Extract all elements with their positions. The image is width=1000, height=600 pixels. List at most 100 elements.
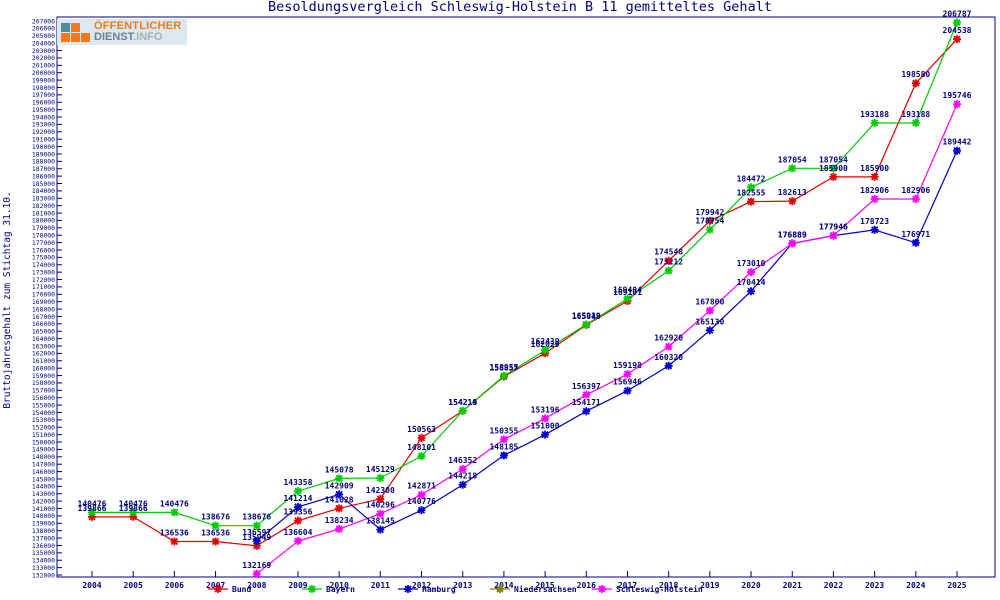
svg-text:2016: 2016 bbox=[577, 581, 596, 590]
svg-text:Bund: Bund bbox=[232, 585, 251, 594]
svg-text:195746: 195746 bbox=[943, 91, 972, 100]
svg-text:161000: 161000 bbox=[32, 357, 55, 365]
svg-text:154000: 154000 bbox=[32, 409, 55, 417]
svg-text:140476: 140476 bbox=[78, 499, 107, 508]
svg-text:200000: 200000 bbox=[32, 69, 55, 77]
svg-text:2014: 2014 bbox=[494, 581, 513, 590]
svg-text:2005: 2005 bbox=[124, 581, 143, 590]
svg-text:135949: 135949 bbox=[242, 533, 271, 542]
svg-text:198580: 198580 bbox=[901, 70, 930, 79]
svg-text:143358: 143358 bbox=[283, 478, 312, 487]
svg-text:173212: 173212 bbox=[654, 258, 683, 267]
svg-text:150355: 150355 bbox=[489, 426, 518, 435]
svg-text:178000: 178000 bbox=[32, 232, 55, 240]
logo-text-line1: ÖFFENTLICHER bbox=[94, 20, 182, 32]
svg-text:2011: 2011 bbox=[371, 581, 390, 590]
svg-text:170414: 170414 bbox=[737, 278, 766, 287]
svg-text:191000: 191000 bbox=[32, 135, 55, 143]
svg-text:184000: 184000 bbox=[32, 187, 55, 195]
legend-item-hamburg: Hamburg bbox=[398, 585, 456, 594]
svg-text:164000: 164000 bbox=[32, 335, 55, 343]
svg-text:165848: 165848 bbox=[572, 312, 601, 321]
svg-text:142871: 142871 bbox=[407, 482, 436, 491]
svg-text:153196: 153196 bbox=[531, 405, 560, 414]
svg-text:162920: 162920 bbox=[654, 334, 683, 343]
svg-text:179000: 179000 bbox=[32, 224, 55, 232]
svg-text:2022: 2022 bbox=[824, 581, 843, 590]
svg-text:143000: 143000 bbox=[32, 490, 55, 498]
svg-text:177000: 177000 bbox=[32, 239, 55, 247]
svg-text:136536: 136536 bbox=[160, 528, 189, 537]
svg-text:206787: 206787 bbox=[943, 10, 972, 19]
svg-text:154214: 154214 bbox=[448, 398, 477, 407]
svg-text:145129: 145129 bbox=[366, 465, 395, 474]
svg-text:193188: 193188 bbox=[860, 110, 889, 119]
svg-text:150000: 150000 bbox=[32, 438, 55, 446]
svg-text:158955: 158955 bbox=[489, 363, 518, 372]
svg-text:148000: 148000 bbox=[32, 453, 55, 461]
svg-text:198000: 198000 bbox=[32, 84, 55, 92]
legend-item-niedersachsen: Niedersachsen bbox=[490, 584, 577, 594]
series-bund bbox=[88, 35, 961, 550]
svg-text:152000: 152000 bbox=[32, 424, 55, 432]
svg-text:140776: 140776 bbox=[407, 497, 436, 506]
svg-text:2018: 2018 bbox=[659, 581, 678, 590]
svg-text:162000: 162000 bbox=[32, 350, 55, 358]
svg-text:162439: 162439 bbox=[531, 337, 560, 346]
svg-text:173010: 173010 bbox=[737, 259, 766, 268]
svg-text:149000: 149000 bbox=[32, 446, 55, 454]
svg-text:189000: 189000 bbox=[32, 150, 55, 158]
svg-text:141214: 141214 bbox=[283, 494, 312, 503]
svg-text:187054: 187054 bbox=[819, 155, 848, 164]
svg-text:160320: 160320 bbox=[654, 353, 683, 362]
svg-text:203000: 203000 bbox=[32, 47, 55, 55]
svg-text:136536: 136536 bbox=[201, 528, 230, 537]
svg-text:192000: 192000 bbox=[32, 128, 55, 136]
svg-text:148185: 148185 bbox=[489, 442, 518, 451]
svg-text:145078: 145078 bbox=[325, 465, 354, 474]
svg-text:2012: 2012 bbox=[412, 581, 431, 590]
svg-text:Schleswig-Holstein: Schleswig-Holstein bbox=[616, 584, 703, 594]
svg-text:151000: 151000 bbox=[32, 431, 55, 439]
svg-text:2023: 2023 bbox=[865, 581, 884, 590]
legend-item-schleswig-holstein: Schleswig-Holstein bbox=[592, 584, 703, 594]
svg-text:156000: 156000 bbox=[32, 394, 55, 402]
svg-text:150563: 150563 bbox=[407, 425, 436, 434]
svg-text:148101: 148101 bbox=[407, 443, 436, 452]
svg-text:193000: 193000 bbox=[32, 121, 55, 129]
svg-text:173000: 173000 bbox=[32, 268, 55, 276]
svg-text:151000: 151000 bbox=[531, 422, 560, 431]
svg-text:136597: 136597 bbox=[242, 528, 271, 537]
svg-text:156946: 156946 bbox=[613, 378, 642, 387]
svg-text:140296: 140296 bbox=[366, 501, 395, 510]
legend-item-bayern: Bayern bbox=[302, 585, 355, 594]
svg-text:142909: 142909 bbox=[325, 481, 354, 490]
svg-text:162029: 162029 bbox=[531, 340, 560, 349]
svg-text:142000: 142000 bbox=[32, 497, 55, 505]
svg-text:158000: 158000 bbox=[32, 379, 55, 387]
svg-text:187054: 187054 bbox=[778, 155, 807, 164]
svg-text:137000: 137000 bbox=[32, 534, 55, 542]
svg-text:189442: 189442 bbox=[943, 138, 972, 147]
svg-text:147000: 147000 bbox=[32, 461, 55, 469]
svg-text:154171: 154171 bbox=[572, 398, 601, 407]
plot-area: 1320001330001340001350001360001370001380… bbox=[32, 10, 996, 590]
data-labels: 139866 139866 136536 136536 135949 139356 1410… bbox=[78, 10, 972, 570]
svg-text:182555: 182555 bbox=[737, 189, 766, 198]
svg-text:141028: 141028 bbox=[325, 495, 354, 504]
svg-text:165000: 165000 bbox=[32, 328, 55, 336]
svg-text:207000: 207000 bbox=[32, 17, 55, 25]
y-axis-ticks: 1320001330001340001350001360001370001380… bbox=[32, 17, 62, 579]
series-hamburg bbox=[252, 146, 961, 546]
svg-text:177946: 177946 bbox=[819, 223, 848, 232]
series-schleswig-holstein bbox=[252, 100, 961, 578]
svg-text:182613: 182613 bbox=[778, 188, 807, 197]
svg-text:138676: 138676 bbox=[201, 513, 230, 522]
svg-text:185000: 185000 bbox=[32, 180, 55, 188]
svg-text:2008: 2008 bbox=[247, 581, 266, 590]
svg-text:140000: 140000 bbox=[32, 512, 55, 520]
svg-text:2013: 2013 bbox=[453, 581, 472, 590]
svg-text:165130: 165130 bbox=[695, 317, 724, 326]
svg-text:142300: 142300 bbox=[366, 486, 395, 495]
